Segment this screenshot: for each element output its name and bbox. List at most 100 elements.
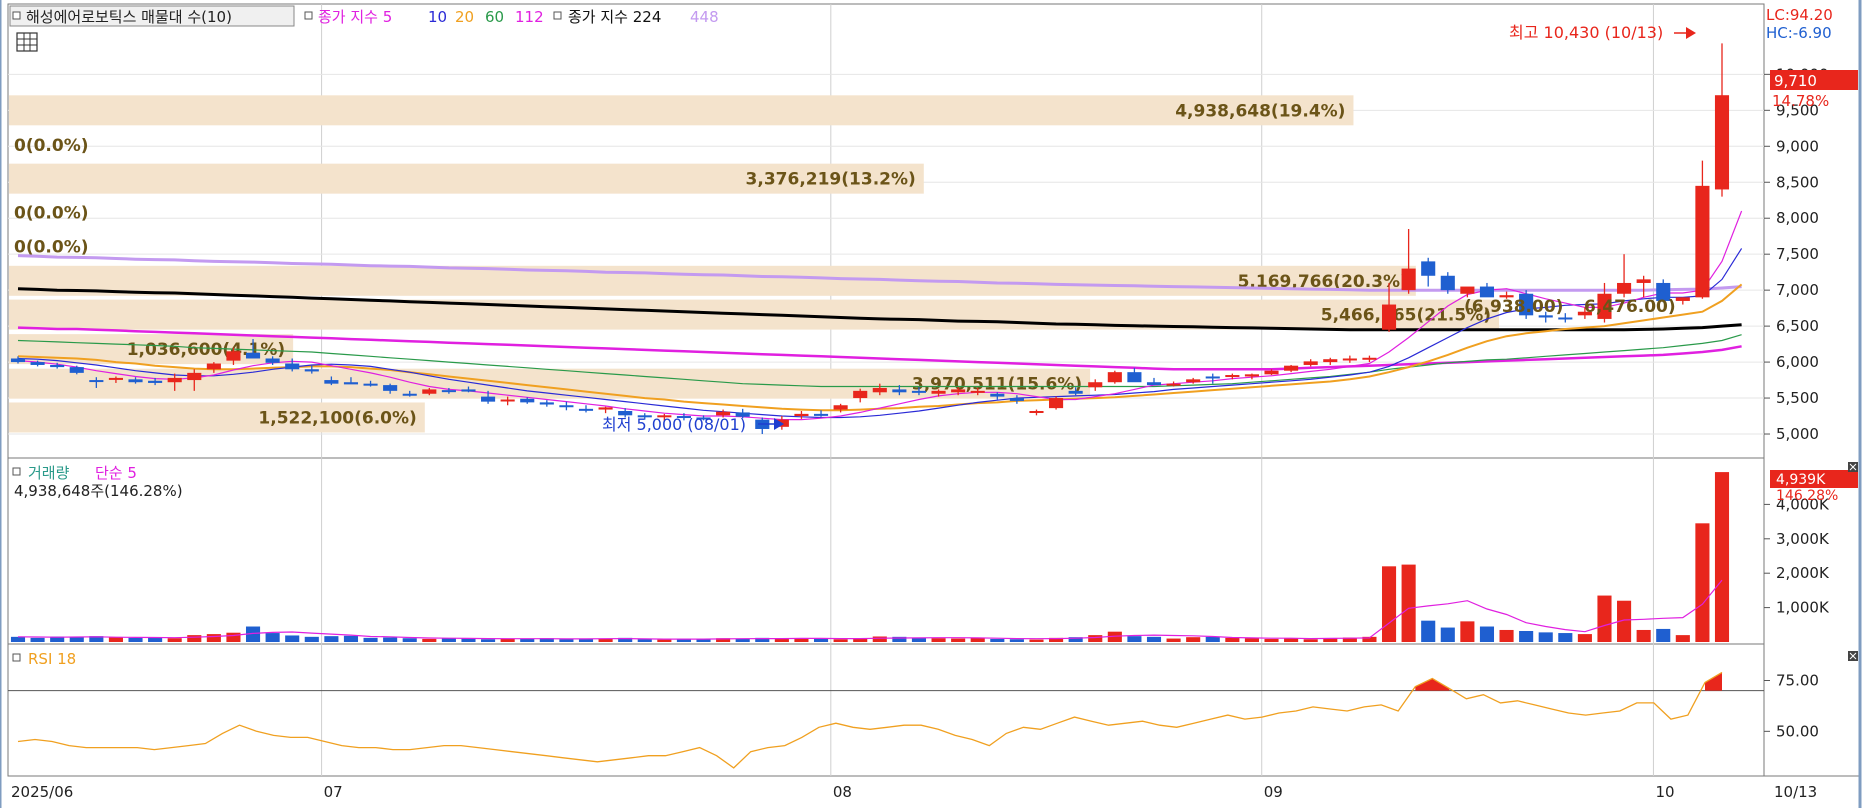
candle xyxy=(500,396,515,406)
volume-bar xyxy=(794,638,809,642)
candle xyxy=(1107,370,1122,384)
volume-bar xyxy=(1499,629,1514,642)
candle xyxy=(1284,364,1299,373)
candle xyxy=(716,409,731,418)
rsi-line xyxy=(17,671,1723,769)
volume-bar xyxy=(1009,639,1024,642)
stock-name-box[interactable] xyxy=(9,5,295,27)
ma-period-20[interactable]: 20 xyxy=(455,8,474,26)
price-tick-label: 9,000 xyxy=(1776,137,1819,155)
volume-bar xyxy=(657,639,672,642)
candle xyxy=(363,380,378,387)
candle xyxy=(578,405,594,413)
volume-bar xyxy=(1577,634,1592,642)
candle xyxy=(1323,357,1338,365)
candle xyxy=(206,362,221,373)
candle xyxy=(324,376,339,386)
volume-bar xyxy=(50,636,65,642)
volume-profile-bar xyxy=(9,95,1354,126)
rsi-panel[interactable] xyxy=(7,643,1765,777)
candle xyxy=(931,389,946,397)
volume-bar xyxy=(951,638,966,642)
x-axis-ticks: 2025/06 07 08 09 10 xyxy=(11,783,1675,801)
ma-legend-label[interactable]: 종가 지수 5 xyxy=(318,8,392,26)
volume-bar xyxy=(1714,472,1730,642)
candle xyxy=(1049,396,1064,410)
candle xyxy=(559,401,574,411)
volume-bar xyxy=(481,639,496,642)
volume-bar xyxy=(1381,566,1397,642)
volume-profile-label: 1,036,600(4.1%) xyxy=(127,340,285,360)
volume-bar xyxy=(285,635,300,642)
ma-period-10[interactable]: 10 xyxy=(428,8,447,26)
volume-bar xyxy=(911,637,927,642)
price-tick-label: 6,000 xyxy=(1776,353,1819,371)
volume-ma-legend-label[interactable]: 단순 5 xyxy=(95,464,137,482)
candle xyxy=(1636,275,1651,298)
ma-legend-toggle-icon[interactable] xyxy=(304,11,313,20)
candle xyxy=(441,387,456,394)
candle xyxy=(853,388,868,403)
volume-panel[interactable] xyxy=(7,457,1765,645)
ma-period-60[interactable]: 60 xyxy=(485,8,504,26)
x-axis-label: 2025/06 xyxy=(11,783,73,801)
rsi-overbought-area xyxy=(1415,678,1450,691)
volume-value-text: 4,938,648주(146.28%) xyxy=(14,482,183,500)
rsi-legend-toggle-icon[interactable] xyxy=(12,653,21,662)
volume-bar xyxy=(1323,638,1338,642)
legend-toggle-icon[interactable] xyxy=(12,11,21,20)
candle xyxy=(148,377,163,386)
volume-bar xyxy=(69,636,84,642)
candle xyxy=(1303,359,1318,367)
ma-period-112[interactable]: 112 xyxy=(515,8,544,26)
x-axis-label: 08 xyxy=(833,783,852,801)
volume-tick-label: 1,000K xyxy=(1776,599,1830,617)
volume-bar xyxy=(1186,637,1201,642)
volume-bar xyxy=(1401,564,1416,642)
volume-bars xyxy=(10,472,1730,642)
candle xyxy=(108,376,123,383)
volume-bar xyxy=(990,638,1005,642)
ma20-line xyxy=(17,283,1743,412)
volume-bar xyxy=(1479,626,1495,642)
candle xyxy=(10,356,26,364)
candle xyxy=(618,408,633,418)
volume-bar xyxy=(1597,595,1612,642)
close-icon[interactable] xyxy=(1848,651,1858,661)
volume-bar xyxy=(637,639,652,642)
volume-profile-label: 0(0.0%) xyxy=(14,136,89,156)
ma2-legend-toggle-icon[interactable] xyxy=(553,11,562,20)
volume-bar xyxy=(187,635,202,642)
price-tick-label: 5,000 xyxy=(1776,425,1819,443)
x-axis-label: 09 xyxy=(1264,783,1283,801)
volume-legend-label[interactable]: 거래량 xyxy=(28,464,70,482)
volume-bar xyxy=(226,632,241,642)
candle xyxy=(813,410,829,417)
volume-bar xyxy=(1049,637,1064,642)
volume-bar xyxy=(1029,639,1044,642)
volume-profile-label: 3,376,219(13.2%) xyxy=(746,170,916,190)
volume-bar xyxy=(304,636,319,642)
rsi-overbought-area xyxy=(1705,672,1722,691)
table-icon[interactable] xyxy=(16,32,38,52)
close-icon[interactable] xyxy=(1848,462,1858,472)
volume-current-value: 4,939K xyxy=(1776,472,1826,488)
rsi-legend-label[interactable]: RSI 18 xyxy=(28,650,76,668)
candle xyxy=(1617,254,1632,298)
candle xyxy=(735,408,750,419)
candle xyxy=(872,383,887,396)
volume-bar xyxy=(1244,638,1259,642)
volume-bar xyxy=(1205,636,1220,642)
volume-bar xyxy=(422,638,437,642)
candle xyxy=(990,392,1005,400)
volume-bar xyxy=(696,639,711,642)
volume-tick-label: 3,000K xyxy=(1776,530,1830,548)
volume-bar xyxy=(1342,637,1357,642)
ma2-legend-label[interactable]: 종가 지수 224 xyxy=(568,8,661,26)
volume-legend-toggle-icon[interactable] xyxy=(12,467,21,476)
ma2-period-448[interactable]: 448 xyxy=(690,8,719,26)
candle xyxy=(481,390,496,404)
candle xyxy=(911,387,927,396)
volume-bar xyxy=(167,638,182,642)
